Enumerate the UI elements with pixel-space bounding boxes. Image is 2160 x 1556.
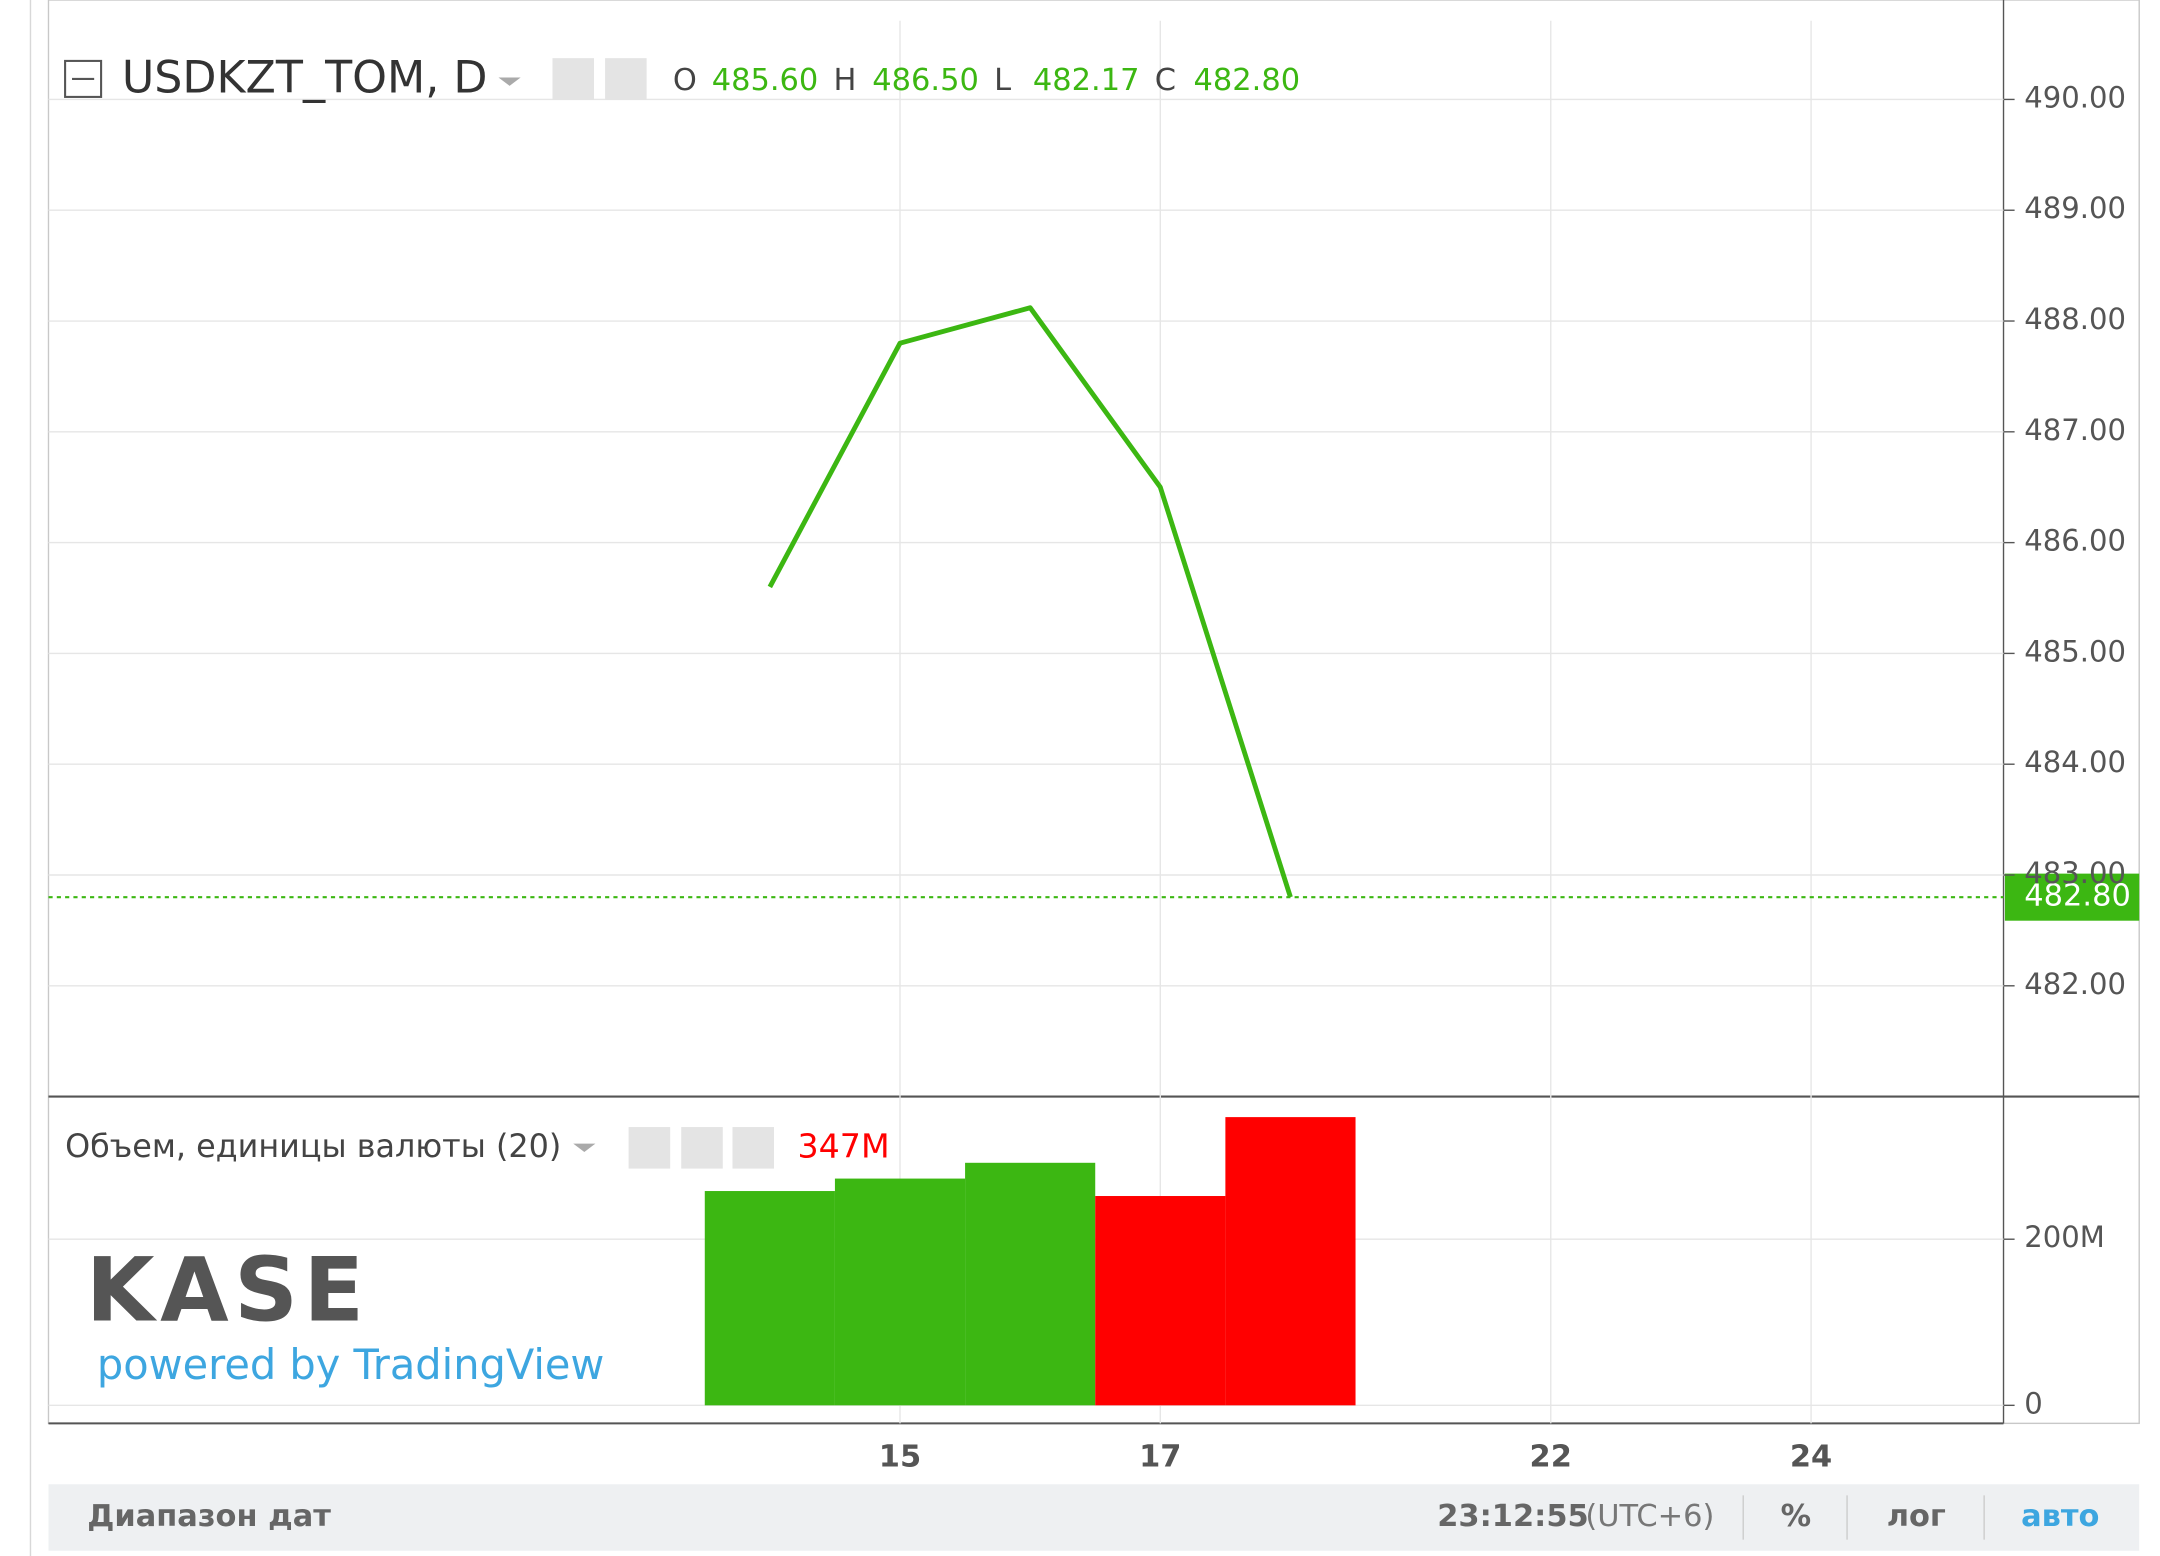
- volume-bar: [1095, 1196, 1226, 1406]
- timezone[interactable]: (UTC+6): [1585, 1499, 1714, 1534]
- marks: 482.80: [48, 305, 2140, 1406]
- watermark-tagline: powered by TradingView: [97, 1340, 604, 1389]
- y-tick-label: 488.00: [2024, 302, 2126, 336]
- ohlc-key: O: [673, 63, 697, 98]
- eye-icon[interactable]: [628, 1127, 671, 1169]
- dropdown-arrow[interactable]: [573, 1143, 596, 1152]
- auto-button[interactable]: авто: [2021, 1499, 2099, 1534]
- ohlc-value: 482.17: [1033, 63, 1140, 98]
- volume-last-value: 347M: [798, 1126, 890, 1165]
- y-tick-label: 485.00: [2024, 634, 2126, 668]
- ohlc-value: 485.60: [712, 63, 819, 98]
- close-icon[interactable]: [732, 1127, 775, 1169]
- x-tick-label: 24: [1790, 1439, 1832, 1474]
- price-line: [767, 305, 1293, 898]
- last-price-badge: [2004, 873, 2140, 921]
- x-tick-label: 17: [1139, 1439, 1181, 1474]
- dropdown-arrow[interactable]: [498, 77, 521, 86]
- volume-bar: [704, 1191, 835, 1406]
- y-tick-label: 486.00: [2024, 524, 2126, 558]
- gear-icon[interactable]: [605, 58, 647, 100]
- y-tick-label: 487.00: [2024, 413, 2126, 447]
- y-tick-label: 490.00: [2024, 80, 2126, 114]
- volume-title: Объем, единицы валюты (20): [65, 1127, 561, 1165]
- y-tick-label: 482.00: [2024, 967, 2126, 1001]
- y-tick-label: 489.00: [2024, 191, 2126, 225]
- x-tick-label: 15: [879, 1439, 921, 1474]
- volume-bar: [965, 1162, 1096, 1406]
- percent-button[interactable]: %: [1781, 1499, 1812, 1534]
- y-tick-label: 483.00: [2024, 856, 2126, 890]
- ohlc-legend: O 485.60 H 486.50 L 482.17 C 482.80: [673, 63, 1300, 98]
- volume-bar: [834, 1178, 966, 1406]
- symbol-title: USDKZT_TOM, D: [122, 52, 488, 103]
- toolbar: [48, 1484, 2140, 1551]
- y-tick-label: 484.00: [2024, 745, 2126, 779]
- clock: 23:12:55: [1437, 1499, 1589, 1534]
- gear-icon[interactable]: [681, 1127, 723, 1169]
- log-button[interactable]: лог: [1887, 1499, 1946, 1534]
- ohlc-key: C: [1155, 63, 1176, 98]
- grid: [48, 20, 2004, 1424]
- y-tick-label: 0: [2024, 1386, 2043, 1420]
- ohlc-key: L: [994, 63, 1011, 98]
- x-tick-label: 22: [1530, 1439, 1572, 1474]
- date-range-button[interactable]: Диапазон дат: [87, 1499, 331, 1534]
- y-tick-label: 200M: [2024, 1220, 2105, 1254]
- volume-bar: [1225, 1117, 1356, 1406]
- kase-logo: KASE: [86, 1238, 370, 1341]
- ohlc-value: 482.80: [1194, 63, 1301, 98]
- last-price-label: 482.80: [2024, 879, 2131, 914]
- eye-icon[interactable]: [552, 58, 595, 100]
- ohlc-value: 486.50: [872, 63, 979, 98]
- ohlc-key: H: [834, 63, 857, 98]
